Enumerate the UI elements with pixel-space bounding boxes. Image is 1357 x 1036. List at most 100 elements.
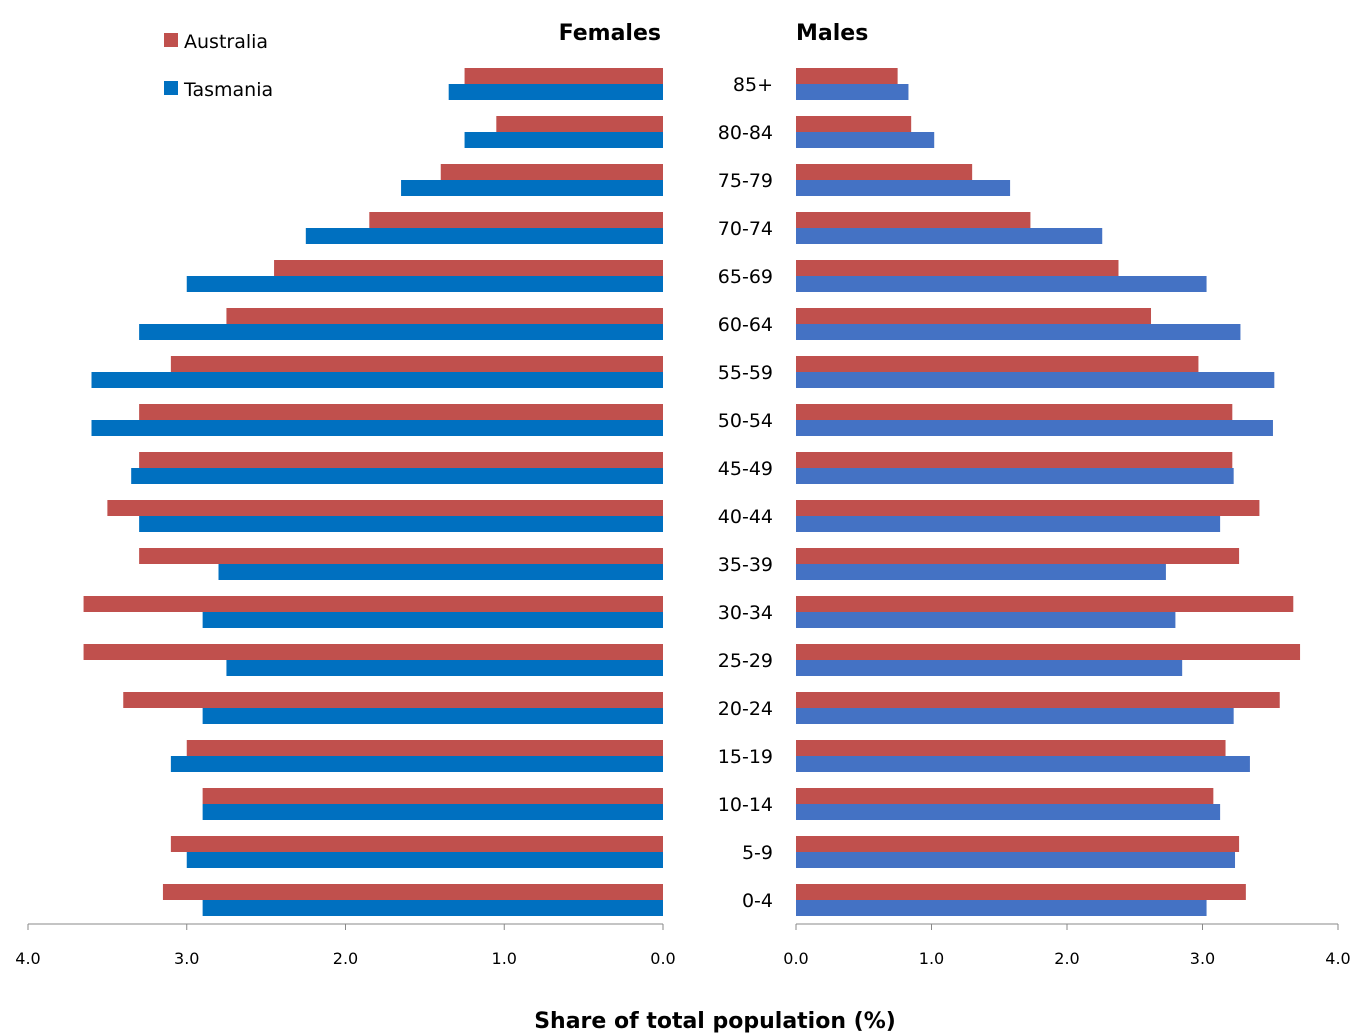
tick-label-female-3-0: 3.0 — [174, 949, 199, 968]
bar-male-tasmania-15-19 — [796, 756, 1250, 772]
bar-female-tasmania-30-34 — [202, 612, 663, 628]
bar-male-tasmania-65-69 — [796, 276, 1207, 292]
age-label-5-9: 5-9 — [742, 842, 773, 864]
age-label-30-34: 30-34 — [718, 602, 773, 624]
bar-female-australia-40-44 — [107, 500, 663, 516]
x-axis-ticks: 4.0 3.0 2.0 1.0 0.0 0.0 1.0 2.0 3.0 4.0 — [15, 924, 1351, 968]
legend-swatch-tasmania — [164, 81, 178, 95]
tick-label-female-0-0: 0.0 — [650, 949, 675, 968]
bar-female-australia-5-9 — [170, 836, 663, 852]
bar-female-australia-60-64 — [226, 308, 663, 324]
bar-female-tasmania-55-59 — [91, 372, 663, 388]
legend-label-australia: Australia — [184, 31, 268, 53]
bar-male-tasmania-40-44 — [796, 516, 1221, 532]
bar-male-tasmania-50-54 — [796, 420, 1273, 436]
bar-female-tasmania-50-54 — [91, 420, 663, 436]
bar-female-australia-30-34 — [83, 596, 663, 612]
age-label-50-54: 50-54 — [718, 410, 773, 432]
bar-female-tasmania-5-9 — [186, 852, 663, 868]
bar-male-australia-0-4 — [796, 884, 1246, 900]
bar-male-australia-45-49 — [796, 452, 1233, 468]
bar-female-australia-15-19 — [186, 740, 663, 756]
tick-label-male-0-0: 0.0 — [783, 949, 808, 968]
females-panel-title: Females — [559, 21, 661, 46]
tick-label-female-4-0: 4.0 — [15, 949, 40, 968]
tick-label-male-3-0: 3.0 — [1190, 949, 1215, 968]
bar-female-australia-80-84 — [496, 116, 663, 132]
tick-label-male-2-0: 2.0 — [1054, 949, 1079, 968]
bar-male-australia-70-74 — [796, 212, 1031, 228]
bar-male-tasmania-10-14 — [796, 804, 1221, 820]
bar-female-tasmania-20-24 — [202, 708, 663, 724]
bar-male-tasmania-75-79 — [796, 180, 1011, 196]
bar-male-tasmania-20-24 — [796, 708, 1234, 724]
age-label-60-64: 60-64 — [718, 314, 773, 336]
bar-female-tasmania-80-84 — [464, 132, 663, 148]
bar-male-tasmania-0-4 — [796, 900, 1207, 916]
bar-female-tasmania-25-29 — [226, 660, 663, 676]
bar-male-australia-10-14 — [796, 788, 1214, 804]
bar-male-australia-60-64 — [796, 308, 1152, 324]
legend: Australia Tasmania — [164, 31, 273, 101]
bar-female-australia-0-4 — [162, 884, 663, 900]
bar-male-australia-55-59 — [796, 356, 1199, 372]
age-label-45-49: 45-49 — [718, 458, 773, 480]
bar-female-tasmania-65-69 — [186, 276, 663, 292]
bar-female-australia-25-29 — [83, 644, 663, 660]
age-label-25-29: 25-29 — [718, 650, 773, 672]
age-label-10-14: 10-14 — [718, 794, 773, 816]
legend-swatch-australia — [164, 33, 178, 47]
bar-male-australia-85-plus — [796, 68, 898, 84]
bar-female-australia-45-49 — [139, 452, 663, 468]
age-group-labels: 0-4 5-9 10-14 15-19 20-24 25-29 30-34 35-39 40-4… — [718, 74, 773, 912]
bar-female-tasmania-10-14 — [202, 804, 663, 820]
bar-male-australia-20-24 — [796, 692, 1280, 708]
bar-female-tasmania-35-39 — [218, 564, 663, 580]
age-label-75-79: 75-79 — [718, 170, 773, 192]
bar-male-tasmania-35-39 — [796, 564, 1166, 580]
bar-male-australia-40-44 — [796, 500, 1260, 516]
bar-male-tasmania-30-34 — [796, 612, 1176, 628]
bar-female-tasmania-45-49 — [131, 468, 663, 484]
bar-female-tasmania-60-64 — [139, 324, 663, 340]
bar-female-australia-35-39 — [139, 548, 663, 564]
bar-female-tasmania-15-19 — [170, 756, 663, 772]
bar-female-australia-75-79 — [440, 164, 663, 180]
bar-female-australia-10-14 — [202, 788, 663, 804]
bar-female-tasmania-75-79 — [401, 180, 663, 196]
bar-female-tasmania-70-74 — [305, 228, 663, 244]
bar-female-australia-85-plus — [464, 68, 663, 84]
bar-male-tasmania-25-29 — [796, 660, 1183, 676]
bar-male-tasmania-5-9 — [796, 852, 1236, 868]
age-label-85-plus: 85+ — [733, 74, 773, 96]
bar-male-tasmania-80-84 — [796, 132, 935, 148]
age-label-35-39: 35-39 — [718, 554, 773, 576]
bar-female-australia-50-54 — [139, 404, 663, 420]
bar-male-australia-25-29 — [796, 644, 1301, 660]
bar-female-australia-20-24 — [123, 692, 663, 708]
legend-label-tasmania: Tasmania — [183, 79, 273, 101]
bar-male-tasmania-70-74 — [796, 228, 1103, 244]
bar-male-tasmania-45-49 — [796, 468, 1234, 484]
bar-male-australia-30-34 — [796, 596, 1294, 612]
females-bars — [83, 68, 663, 916]
tick-label-female-1-0: 1.0 — [492, 949, 517, 968]
age-label-15-19: 15-19 — [718, 746, 773, 768]
males-bars — [796, 68, 1301, 916]
bar-male-australia-5-9 — [796, 836, 1240, 852]
bar-female-tasmania-0-4 — [202, 900, 663, 916]
bar-male-tasmania-85-plus — [796, 84, 909, 100]
bar-male-tasmania-60-64 — [796, 324, 1241, 340]
tick-label-female-2-0: 2.0 — [333, 949, 358, 968]
x-axis-title: Share of total population (%) — [534, 1009, 896, 1034]
bar-female-australia-65-69 — [274, 260, 663, 276]
bar-male-australia-65-69 — [796, 260, 1119, 276]
tick-label-male-4-0: 4.0 — [1325, 949, 1350, 968]
age-label-40-44: 40-44 — [718, 506, 773, 528]
age-label-20-24: 20-24 — [718, 698, 773, 720]
bar-male-tasmania-55-59 — [796, 372, 1275, 388]
age-label-80-84: 80-84 — [718, 122, 773, 144]
bar-female-australia-70-74 — [369, 212, 663, 228]
age-label-55-59: 55-59 — [718, 362, 773, 384]
